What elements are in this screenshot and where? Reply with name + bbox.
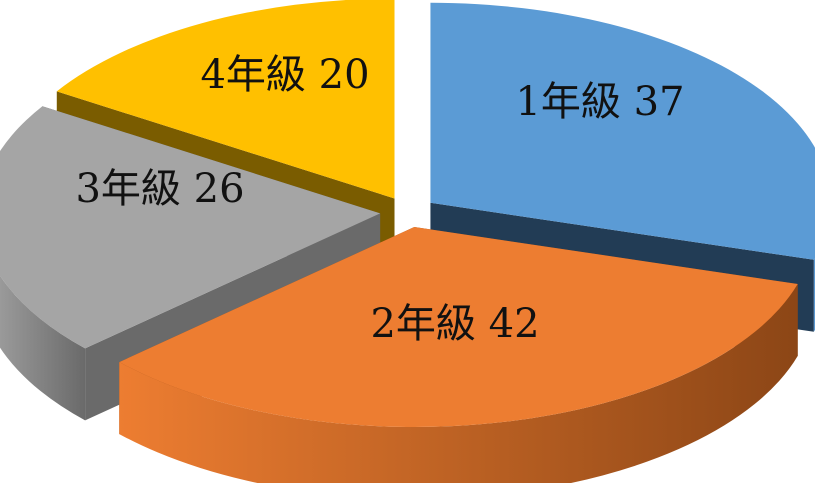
slice-1-label: 1年級 37 [515,79,684,125]
slice-4-label: 4年級 20 [200,52,369,98]
pie-tops [0,0,815,428]
slice-2-top [119,227,798,428]
slice-1-top [430,2,815,260]
slice-2-outer-wall [119,284,798,483]
slice-3-top [0,106,381,349]
slice-4-top [56,0,395,199]
slice-2-label: 2年級 42 [370,301,539,347]
slice-3-label: 3年級 26 [75,166,244,212]
pie-labels: 1年級 37 2年級 42 3年級 26 4年級 20 [75,52,684,347]
slice-3-outer-wall [0,275,86,421]
